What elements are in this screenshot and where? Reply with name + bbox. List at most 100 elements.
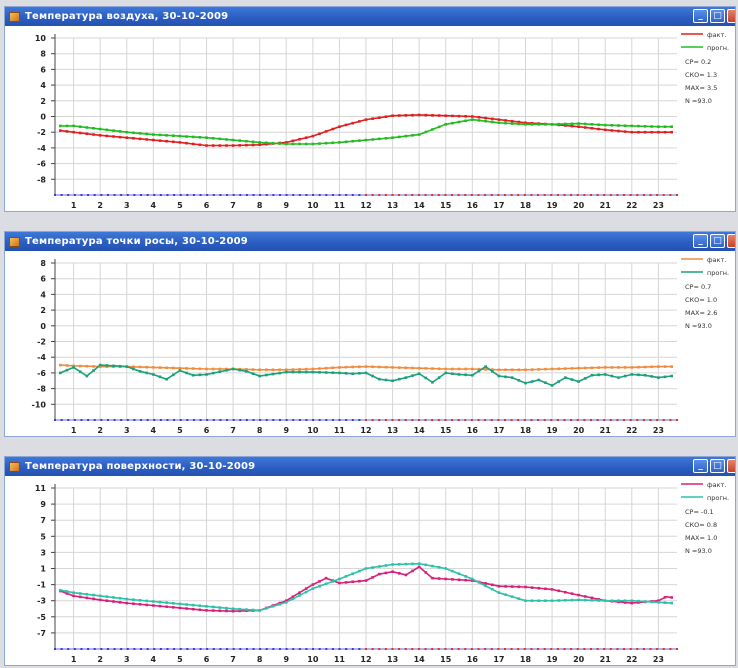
minimize-button[interactable]: _ <box>693 234 708 248</box>
series-marker <box>670 365 673 368</box>
series-marker <box>404 376 408 379</box>
y-tick-label: -6 <box>37 369 46 378</box>
baseline-marker <box>226 419 229 421</box>
series-marker <box>258 609 261 612</box>
series-marker <box>451 578 454 581</box>
baseline-marker <box>457 419 460 421</box>
series-marker <box>371 138 374 141</box>
series-marker <box>457 114 461 118</box>
baseline-marker <box>73 648 76 650</box>
x-tick-label: 16 <box>467 426 479 435</box>
baseline-marker <box>120 648 123 650</box>
series-marker <box>185 367 188 370</box>
window-titlebar[interactable]: Температура точки росы, 30-10-2009 _ □ <box>5 232 735 251</box>
series-marker <box>304 136 308 139</box>
maximize-button[interactable]: □ <box>710 9 725 23</box>
baseline-marker <box>669 419 672 421</box>
close-button[interactable] <box>727 459 735 473</box>
baseline-marker <box>345 419 348 421</box>
series-marker <box>630 599 634 602</box>
baseline-marker <box>153 419 156 421</box>
maximize-button[interactable]: □ <box>710 234 725 248</box>
stat-label: N =93.0 <box>685 97 712 105</box>
series-marker <box>484 365 487 368</box>
series-marker <box>65 124 69 128</box>
series-marker <box>251 143 255 147</box>
series-marker <box>138 137 142 141</box>
baseline-marker <box>159 419 162 421</box>
minimize-button[interactable]: _ <box>693 9 708 23</box>
series-marker <box>550 367 554 371</box>
close-button[interactable] <box>727 9 735 23</box>
baseline-marker <box>206 648 209 650</box>
series-marker <box>530 368 534 371</box>
legend-label: факт. <box>707 256 726 264</box>
baseline-marker <box>285 648 288 650</box>
x-tick-label: 15 <box>440 655 452 664</box>
series-marker <box>364 371 368 375</box>
y-tick-label: 8 <box>40 50 46 59</box>
series-marker <box>198 604 202 608</box>
series-marker <box>524 121 527 125</box>
series-marker <box>490 587 494 591</box>
series-marker <box>650 600 654 604</box>
maximize-button[interactable]: □ <box>710 459 725 473</box>
series-marker <box>597 123 600 127</box>
series-marker <box>185 141 188 145</box>
series-marker <box>78 595 82 599</box>
series-marker <box>437 565 441 569</box>
baseline-marker <box>596 194 599 196</box>
baseline-marker <box>113 194 116 196</box>
series-marker <box>238 609 242 613</box>
series-marker <box>338 577 341 581</box>
stat-label: СКО= 1.0 <box>685 296 717 304</box>
series-marker <box>238 144 242 147</box>
series-marker <box>497 121 501 125</box>
window-titlebar[interactable]: Температура воздуха, 30-10-2009 _ □ <box>5 7 735 26</box>
y-tick-label: 6 <box>40 65 46 74</box>
series-marker <box>171 602 175 605</box>
series-marker <box>510 368 514 372</box>
baseline-marker <box>470 648 473 650</box>
y-tick-label: -8 <box>37 175 46 184</box>
series-marker <box>444 114 448 118</box>
series-marker <box>590 373 594 377</box>
series-marker <box>637 124 640 128</box>
close-button[interactable] <box>727 234 735 248</box>
series-marker <box>324 576 328 580</box>
baseline-marker <box>245 194 248 196</box>
baseline-marker <box>437 194 440 196</box>
series-marker <box>610 374 614 378</box>
series-marker <box>245 608 248 611</box>
series-marker <box>431 564 434 568</box>
series-marker <box>477 369 481 373</box>
series-marker <box>404 114 408 117</box>
window-titlebar[interactable]: Температура поверхности, 30-10-2009 _ □ <box>5 457 735 476</box>
x-tick-label: 12 <box>360 655 371 664</box>
series-marker <box>344 371 348 375</box>
series-marker <box>344 140 348 144</box>
x-tick-label: 8 <box>257 655 263 664</box>
series-marker <box>105 364 109 367</box>
series-marker <box>205 373 208 376</box>
baseline-marker <box>550 419 553 421</box>
window-title: Температура точки росы, 30-10-2009 <box>25 236 248 247</box>
series-marker <box>504 368 507 372</box>
series-marker <box>231 607 235 611</box>
stat-label: МАХ= 3.5 <box>685 84 717 92</box>
series-marker <box>358 120 361 123</box>
series-marker <box>191 603 195 607</box>
app-icon <box>9 11 20 22</box>
series-marker <box>530 123 534 126</box>
baseline-marker <box>537 419 540 421</box>
baseline-marker <box>457 194 460 196</box>
minimize-button[interactable]: _ <box>693 459 708 473</box>
series-marker <box>643 600 647 603</box>
series-marker <box>185 603 188 606</box>
x-tick-label: 16 <box>467 201 479 210</box>
series-marker <box>630 124 634 128</box>
series-marker <box>112 135 115 138</box>
series-marker <box>643 130 647 134</box>
series-marker <box>397 366 401 369</box>
series-marker <box>464 115 467 118</box>
